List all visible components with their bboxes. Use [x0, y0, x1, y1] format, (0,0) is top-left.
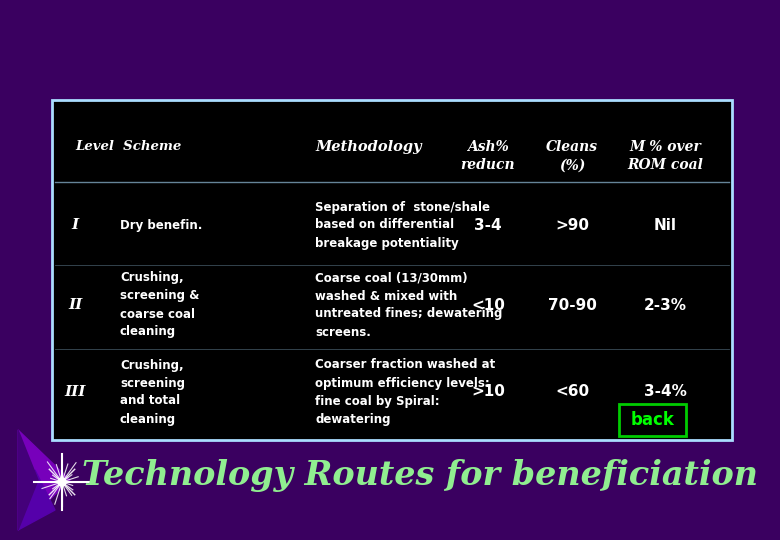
- Text: >90: >90: [555, 218, 589, 233]
- Text: Crushing,
screening &
coarse coal
cleaning: Crushing, screening & coarse coal cleani…: [120, 272, 200, 339]
- Text: Coarser fraction washed at
optimum efficiency levels:
fine coal by Spiral:
dewat: Coarser fraction washed at optimum effic…: [315, 359, 495, 426]
- Text: 3-4: 3-4: [474, 218, 502, 233]
- Text: back: back: [630, 411, 675, 429]
- Text: II: II: [68, 298, 82, 312]
- Text: III: III: [64, 385, 86, 399]
- Text: 70-90: 70-90: [548, 298, 597, 313]
- Polygon shape: [18, 430, 70, 530]
- Text: Coarse coal (13/30mm)
washed & mixed with
untreated fines; dewatering
screens.: Coarse coal (13/30mm) washed & mixed wit…: [315, 272, 502, 339]
- Text: M % over
ROM coal: M % over ROM coal: [627, 140, 703, 172]
- Polygon shape: [18, 430, 38, 530]
- Text: 2-3%: 2-3%: [644, 298, 686, 313]
- Text: Nil: Nil: [654, 218, 676, 233]
- FancyBboxPatch shape: [619, 404, 686, 436]
- Text: 3-4%: 3-4%: [644, 384, 686, 400]
- Circle shape: [58, 478, 66, 486]
- Text: Crushing,
screening
and total
cleaning: Crushing, screening and total cleaning: [120, 359, 185, 426]
- Text: Level  Scheme: Level Scheme: [75, 140, 181, 153]
- Text: >10: >10: [471, 384, 505, 400]
- Text: Cleans
(%): Cleans (%): [546, 140, 598, 172]
- Text: Separation of  stone/shale
based on differential
breakage potentiality: Separation of stone/shale based on diffe…: [315, 200, 490, 249]
- Text: Ash%
reducn: Ash% reducn: [461, 140, 516, 172]
- Text: Dry benefin.: Dry benefin.: [120, 219, 202, 232]
- FancyBboxPatch shape: [52, 100, 732, 440]
- Text: <60: <60: [555, 384, 589, 400]
- Text: I: I: [72, 218, 79, 232]
- Text: <10: <10: [471, 298, 505, 313]
- Text: Technology Routes for beneficiation: Technology Routes for beneficiation: [82, 458, 758, 491]
- Text: Methodology: Methodology: [315, 140, 422, 154]
- Polygon shape: [18, 470, 55, 530]
